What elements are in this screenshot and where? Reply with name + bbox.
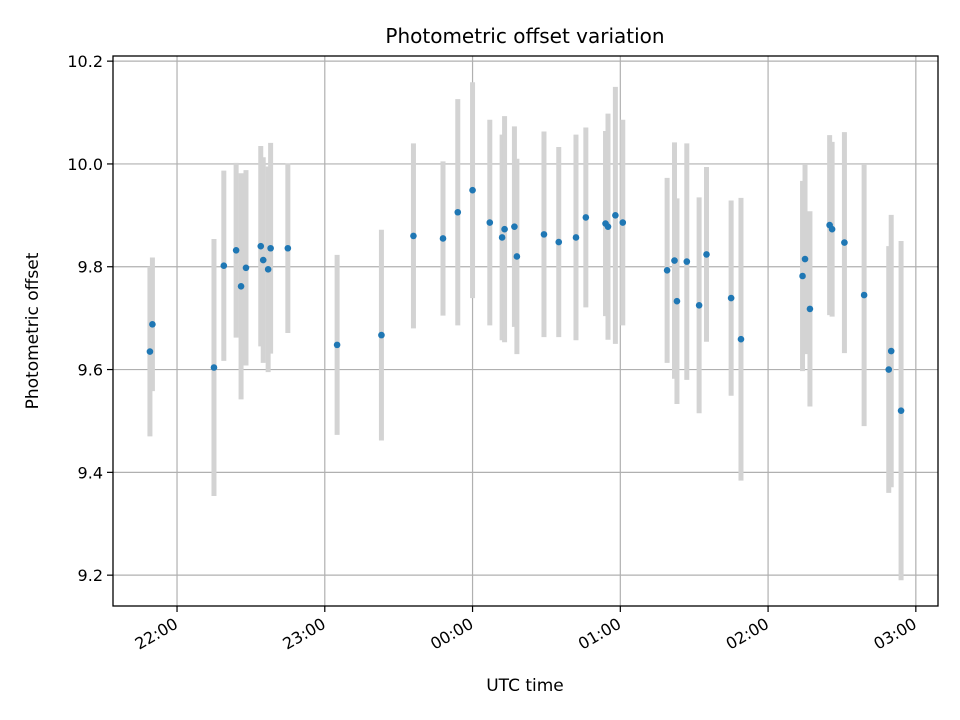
x-axis-label: UTC time bbox=[486, 676, 564, 696]
data-point bbox=[619, 219, 627, 226]
data-point bbox=[737, 335, 745, 343]
data-point bbox=[486, 219, 494, 226]
data-point bbox=[210, 364, 218, 371]
y-tick-label: 9.6 bbox=[78, 361, 103, 380]
data-point bbox=[220, 262, 228, 270]
data-point bbox=[511, 223, 518, 230]
data-point bbox=[806, 305, 814, 313]
data-point bbox=[284, 244, 292, 252]
data-point bbox=[828, 225, 836, 233]
data-point bbox=[683, 258, 691, 265]
data-point bbox=[671, 257, 678, 264]
data-point bbox=[887, 347, 895, 355]
data-point bbox=[513, 253, 521, 260]
data-point bbox=[612, 212, 619, 219]
data-point bbox=[242, 264, 250, 272]
data-point bbox=[149, 321, 156, 328]
plot-frame bbox=[112, 55, 939, 607]
y-axis-label: Photometric offset bbox=[23, 252, 43, 409]
data-point bbox=[454, 208, 462, 216]
data-point bbox=[555, 238, 563, 246]
data-point bbox=[378, 331, 385, 339]
data-point bbox=[663, 267, 671, 274]
data-point bbox=[501, 225, 508, 233]
data-point bbox=[703, 251, 710, 258]
data-point bbox=[237, 282, 245, 290]
data-points bbox=[146, 186, 905, 414]
data-point bbox=[439, 235, 447, 242]
data-point bbox=[232, 246, 240, 254]
data-point bbox=[582, 214, 590, 221]
data-point bbox=[469, 186, 476, 194]
data-point bbox=[264, 266, 272, 273]
data-point bbox=[333, 341, 341, 349]
data-point bbox=[498, 234, 506, 241]
data-point bbox=[604, 223, 612, 230]
data-point bbox=[841, 239, 848, 246]
y-tick-label: 10.0 bbox=[67, 155, 103, 174]
y-tick-label: 10.2 bbox=[67, 52, 103, 71]
data-point bbox=[727, 294, 735, 302]
data-point bbox=[259, 256, 267, 264]
data-point bbox=[801, 255, 809, 263]
y-tick-label: 9.8 bbox=[78, 258, 103, 277]
data-point bbox=[410, 232, 417, 240]
data-point bbox=[860, 291, 868, 299]
data-point bbox=[257, 242, 265, 250]
data-point bbox=[799, 272, 806, 280]
data-point bbox=[146, 348, 154, 355]
y-tick-label: 9.2 bbox=[78, 566, 103, 585]
y-tick-label: 9.4 bbox=[78, 463, 103, 482]
data-point bbox=[885, 366, 893, 373]
data-point bbox=[897, 407, 905, 414]
data-point bbox=[572, 234, 580, 241]
data-point bbox=[267, 244, 274, 252]
chart-title: Photometric offset variation bbox=[385, 24, 664, 48]
data-point bbox=[695, 301, 703, 309]
data-point bbox=[673, 297, 681, 305]
data-point bbox=[540, 231, 548, 238]
